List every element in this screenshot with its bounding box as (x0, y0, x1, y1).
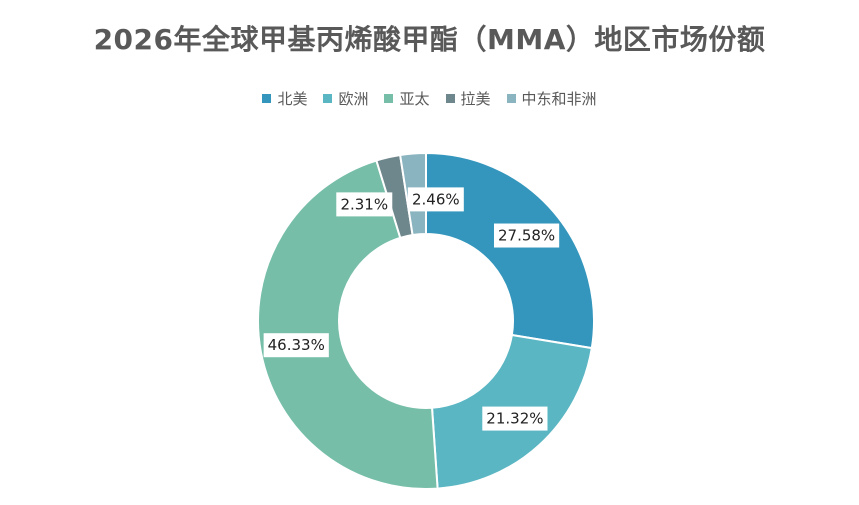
legend-swatch (323, 94, 333, 103)
legend-swatch (384, 94, 394, 103)
legend-item-latin-america: 拉美 (445, 88, 491, 109)
slice-north-america (425, 151, 595, 350)
legend-item-asia-pacific: 亚太 (384, 88, 430, 109)
legend-swatch (262, 94, 272, 103)
data-label-text: 21.32% (486, 410, 543, 428)
data-label-box (482, 406, 548, 431)
data-label-europe: 21.32% (482, 406, 548, 431)
data-label-text: 2.46% (412, 190, 460, 208)
legend-label: 中东和非洲 (521, 90, 597, 108)
legend-label: 亚太 (399, 90, 430, 108)
legend-label: 北美 (277, 90, 308, 108)
legend-swatch (506, 94, 516, 103)
data-label-text: 27.58% (498, 227, 555, 245)
data-label-box (263, 333, 329, 358)
legend-item-north-america: 北美 (262, 88, 307, 109)
data-label-text: 46.33% (268, 336, 325, 354)
data-label-text: 2.31% (340, 195, 388, 213)
data-label-box (336, 192, 393, 217)
chart-title: 2026年全球甲基丙烯酸甲酯（MMA）地区市场份额 (93, 23, 766, 56)
legend-swatch (445, 94, 455, 103)
legend-item-middle-east-africa: 中东和非洲 (506, 88, 597, 109)
data-label-latin-america: 2.31% (336, 192, 393, 217)
legend-item-europe: 欧洲 (323, 88, 368, 109)
data-label-middle-east-africa: 2.46% (407, 187, 464, 212)
data-label-north-america: 27.58% (493, 223, 560, 248)
data-label-box (407, 187, 464, 212)
data-label-asia-pacific: 46.33% (263, 333, 329, 358)
legend-label: 欧洲 (338, 90, 369, 108)
legend-label: 拉美 (460, 90, 491, 108)
legend: 北美 欧洲 亚太 拉美 中东和非洲 (0, 88, 859, 109)
slice-asia-pacific (257, 159, 439, 490)
data-label-box (493, 223, 560, 248)
